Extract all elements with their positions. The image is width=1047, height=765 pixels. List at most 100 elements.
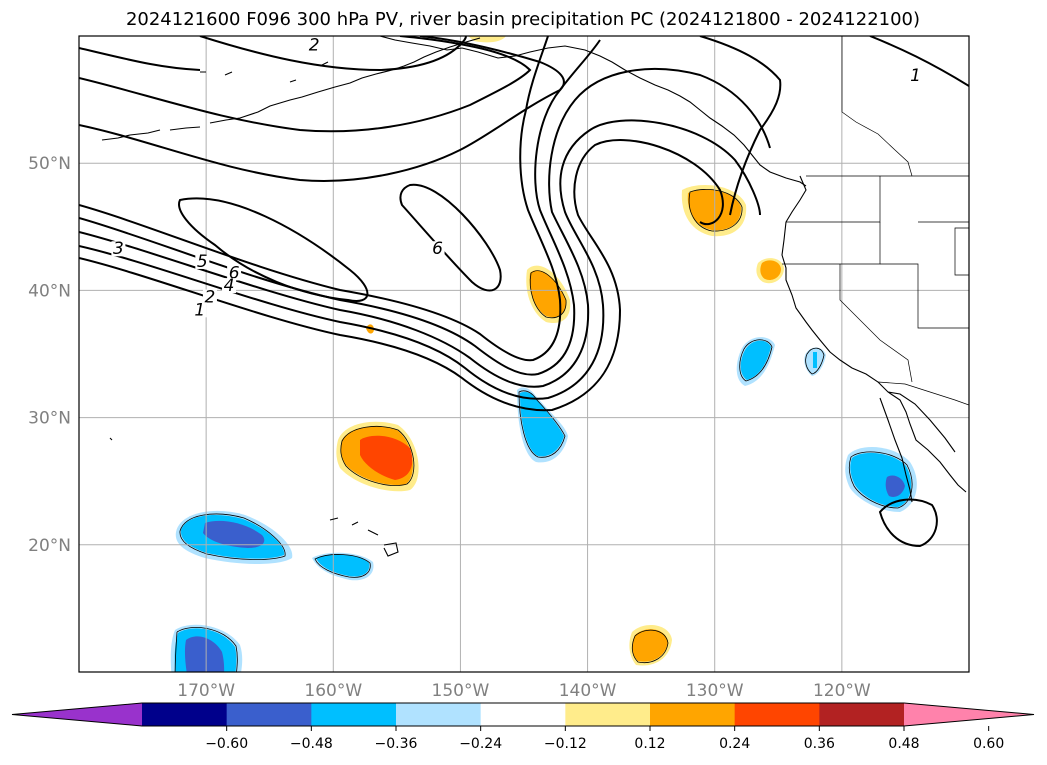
contour-label-bg-8 — [908, 68, 923, 84]
bering-islands — [200, 61, 329, 83]
colorbar-tick-label-0: −0.60 — [205, 736, 248, 752]
lon-tick-label-5: 120°W — [813, 681, 871, 701]
contour-label-3: 4 — [224, 276, 235, 296]
california-nevada-border — [839, 264, 913, 383]
colorbar-cell-3 — [311, 703, 397, 726]
contour-label-0: 3 — [113, 239, 124, 259]
positive-anomaly-hawaii-northeast — [336, 421, 419, 492]
pv-contour-1 — [79, 139, 724, 412]
negative-anomaly-35N-122W — [804, 347, 826, 376]
positive-anomaly-central-pacific — [526, 265, 571, 324]
colorbar-tick-label-8: 0.48 — [888, 736, 919, 752]
political-borders — [782, 36, 969, 406]
colorbar-tick-label-1: −0.48 — [290, 736, 333, 752]
gridlines — [79, 36, 969, 672]
colorbar-tick-label-7: 0.36 — [804, 736, 835, 752]
hawaiian-islands — [329, 517, 399, 557]
pv-contours — [79, 36, 969, 548]
axis-labels: 170°W 160°W 150°W 140°W 130°W 120°W 20°N 30°N 4… — [28, 154, 871, 701]
pv-contour-gulf — [699, 36, 782, 216]
anomaly-outlines — [174, 189, 913, 672]
colorbar-tick-label-4: −0.12 — [544, 736, 587, 752]
lat-tick-label-1: 30°N — [28, 409, 71, 429]
colorbar-tick-label-5: 0.12 — [634, 736, 665, 752]
precipitation-anomalies — [170, 36, 917, 672]
alaska-canada-border — [841, 36, 913, 177]
map-frame — [78, 35, 970, 673]
colorbar-tick-label-9: 0.60 — [973, 736, 1004, 752]
contour-label-bg-1 — [195, 253, 210, 269]
lon-tick-label-4: 130°W — [686, 681, 744, 701]
contour-label-6: 6 — [432, 239, 443, 259]
colorbar-cell-2 — [226, 703, 312, 726]
contour-label-bg-0 — [111, 241, 126, 257]
colorbar-outline — [11, 702, 1035, 727]
pv-contour-outer-4 — [79, 47, 201, 71]
pv-contour-6-west — [178, 197, 369, 302]
coastlines — [101, 36, 967, 557]
contour-label-bg-2 — [227, 265, 242, 281]
baja-california — [879, 397, 913, 503]
pv-contour-outer-1 — [79, 36, 565, 182]
contour-label-8: 1 — [910, 66, 921, 86]
contour-label-bg-5 — [192, 302, 207, 318]
lat-tick-label-0: 20°N — [28, 536, 71, 556]
colorbar-cell-9 — [819, 703, 905, 726]
contour-label-bg-3 — [222, 278, 237, 294]
colorbar-cell-5 — [480, 703, 566, 726]
map-background — [79, 36, 969, 672]
negative-anomaly-35N-127W — [736, 337, 775, 386]
pv-contour-5 — [79, 36, 562, 362]
colorbar-cell-10 — [904, 703, 1034, 726]
small-island — [109, 437, 113, 441]
contour-label-5: 1 — [194, 300, 205, 320]
contour-label-bg-7 — [307, 37, 322, 53]
colorbar-cells — [11, 702, 1035, 727]
pv-contour-outer-3 — [199, 36, 467, 72]
pv-contour-outer-2 — [79, 36, 532, 133]
contour-label-2: 6 — [229, 263, 240, 283]
figure-title: 2024121600 F096 300 hPa PV, river basin … — [126, 9, 920, 30]
colorbar-tick-label-2: −0.36 — [375, 736, 418, 752]
contour-label-4: 2 — [205, 288, 216, 308]
contour-label-bg-6 — [430, 241, 445, 257]
colorbar-cell-8 — [734, 703, 820, 726]
us-west-coast — [781, 175, 967, 493]
negative-anomaly-21N-168W — [175, 510, 293, 564]
gulf-of-alaska-coast — [379, 36, 807, 187]
contour-label-bg-4 — [202, 289, 217, 305]
colorbar-tick-label-6: 0.24 — [719, 736, 750, 752]
lon-tick-label-3: 140°W — [559, 681, 617, 701]
colorbar-tick-label-3: −0.24 — [459, 736, 502, 752]
negative-anomaly-30N-145W — [517, 387, 568, 463]
colorbar-cell-0 — [12, 703, 142, 726]
alaska-aleutian-coast — [101, 37, 481, 141]
lat-tick-label-2: 40°N — [28, 281, 71, 301]
colorbar-cell-4 — [396, 703, 482, 726]
latitude-labels: 20°N 30°N 40°N 50°N — [28, 154, 71, 556]
lon-tick-label-2: 150°W — [432, 681, 490, 701]
positive-anomaly-top-edge — [468, 36, 506, 43]
colorbar-cell-6 — [565, 703, 651, 726]
contour-label-1: 5 — [197, 252, 208, 272]
gulf-of-california — [887, 391, 956, 453]
longitude-labels: 170°W 160°W 150°W 140°W 130°W 120°W — [177, 681, 871, 701]
lat-tick-label-3: 50°N — [28, 154, 71, 174]
pv-contour-6-central — [399, 183, 502, 292]
colorbar: −0.60 −0.48 −0.36 −0.24 −0.12 0.12 0.24 0.36 0.4… — [11, 702, 1035, 752]
colorbar-cell-7 — [650, 703, 736, 726]
lon-tick-label-1: 160°W — [304, 681, 362, 701]
utah-arizona-borders — [880, 263, 969, 329]
pv-contour-2 — [79, 119, 761, 400]
pv-contour-northeast — [869, 36, 969, 87]
colorbar-cell-1 — [142, 703, 228, 726]
contour-label-7: 2 — [309, 36, 320, 56]
pv-contour-3 — [79, 68, 771, 388]
lon-tick-label-0: 170°W — [177, 681, 235, 701]
colorbar-ticks: −0.60 −0.48 −0.36 −0.24 −0.12 0.12 0.24 0.36 0.4… — [205, 726, 1004, 752]
pv-contour-baja-loop — [878, 498, 938, 548]
colorado-box — [954, 227, 969, 276]
